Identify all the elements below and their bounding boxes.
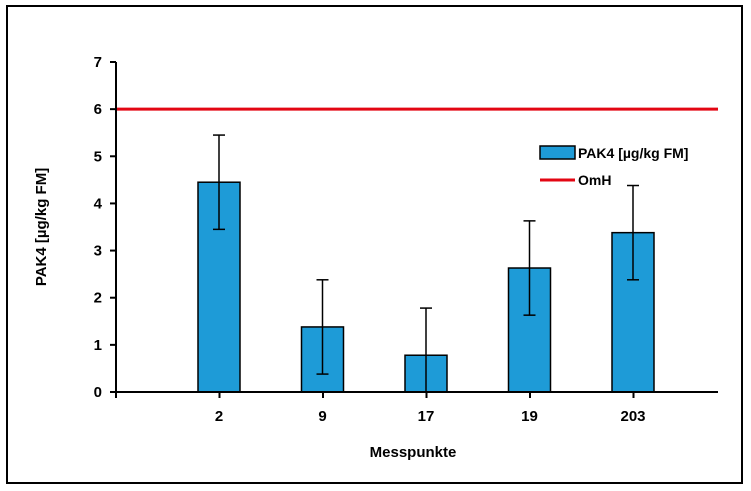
- x-tick-label-203: 203: [620, 408, 645, 425]
- axes-group: [115, 62, 718, 393]
- legend-label-pak4: PAK4 [µg/kg FM]: [578, 145, 688, 161]
- x-tick-label-17: 17: [418, 408, 435, 425]
- y-tick-label-3: 3: [94, 243, 102, 260]
- x-axis-title: Messpunkte: [370, 444, 457, 461]
- x-tick-label-2: 2: [215, 408, 223, 425]
- y-ticks-group: 0 1 2 3 4 5 6 7: [94, 54, 116, 401]
- y-tick-label-2: 2: [94, 290, 102, 307]
- x-tick-label-9: 9: [318, 408, 326, 425]
- x-tick-label-19: 19: [521, 408, 538, 425]
- y-tick-label-1: 1: [94, 337, 102, 354]
- x-ticks-group: 2 9 17 19 203: [115, 392, 646, 425]
- y-tick-label-7: 7: [94, 54, 102, 71]
- y-tick-label-0: 0: [94, 384, 102, 401]
- legend: PAK4 [µg/kg FM] OmH: [539, 145, 688, 188]
- legend-swatch-pak4: [539, 145, 576, 160]
- error-bars-group: [213, 134, 639, 393]
- y-tick-label-4: 4: [94, 195, 103, 212]
- y-axis-title: PAK4 [µg/kg FM]: [33, 168, 50, 286]
- y-tick-label-6: 6: [94, 101, 102, 118]
- legend-label-omh: OmH: [578, 172, 611, 188]
- y-tick-label-5: 5: [94, 148, 102, 165]
